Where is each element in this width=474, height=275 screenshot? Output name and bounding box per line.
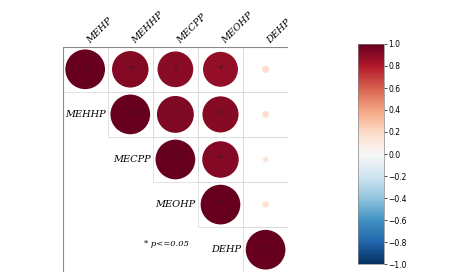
Text: MEHP: MEHP (85, 16, 114, 45)
Bar (198, 92, 243, 137)
Text: *: * (173, 110, 177, 119)
Bar (198, 47, 243, 92)
Text: DEHP: DEHP (265, 17, 293, 45)
Text: * p<=0.05: * p<=0.05 (144, 240, 189, 248)
Text: *: * (219, 200, 222, 209)
Bar (153, 47, 198, 92)
Ellipse shape (246, 230, 285, 270)
Text: *: * (83, 65, 87, 74)
Bar (153, 137, 198, 182)
Text: *: * (264, 245, 267, 254)
Ellipse shape (201, 185, 240, 224)
Text: MEOHP: MEOHP (155, 200, 196, 209)
Ellipse shape (112, 51, 148, 87)
Text: *: * (219, 65, 222, 74)
Bar (198, 137, 243, 182)
Bar (198, 182, 243, 227)
Bar (243, 182, 288, 227)
Text: DEHP: DEHP (211, 245, 241, 254)
Ellipse shape (203, 52, 238, 87)
Ellipse shape (202, 141, 239, 178)
Bar (243, 227, 288, 272)
Text: MEHHP: MEHHP (130, 10, 165, 45)
Bar (243, 137, 288, 182)
Text: MECPP: MECPP (113, 155, 151, 164)
Bar (243, 47, 288, 92)
Ellipse shape (263, 201, 269, 208)
Ellipse shape (157, 51, 193, 87)
Text: *: * (219, 110, 222, 119)
Text: *: * (173, 65, 177, 74)
Text: MEOHP: MEOHP (220, 10, 255, 45)
Text: *: * (219, 155, 222, 164)
Bar (108, 47, 153, 92)
Text: *: * (128, 65, 132, 74)
Text: MEHHP: MEHHP (65, 110, 106, 119)
Ellipse shape (202, 96, 238, 133)
Bar (243, 92, 288, 137)
Ellipse shape (157, 96, 194, 133)
Text: MECPP: MECPP (175, 12, 209, 45)
Ellipse shape (262, 111, 269, 118)
Ellipse shape (263, 157, 268, 162)
Bar (63, 47, 108, 92)
Ellipse shape (155, 140, 195, 179)
Bar (108, 92, 153, 137)
Ellipse shape (65, 50, 105, 89)
Bar (153, 92, 198, 137)
Text: *: * (173, 155, 177, 164)
Ellipse shape (262, 66, 269, 73)
Ellipse shape (110, 95, 150, 134)
Text: *: * (128, 110, 132, 119)
